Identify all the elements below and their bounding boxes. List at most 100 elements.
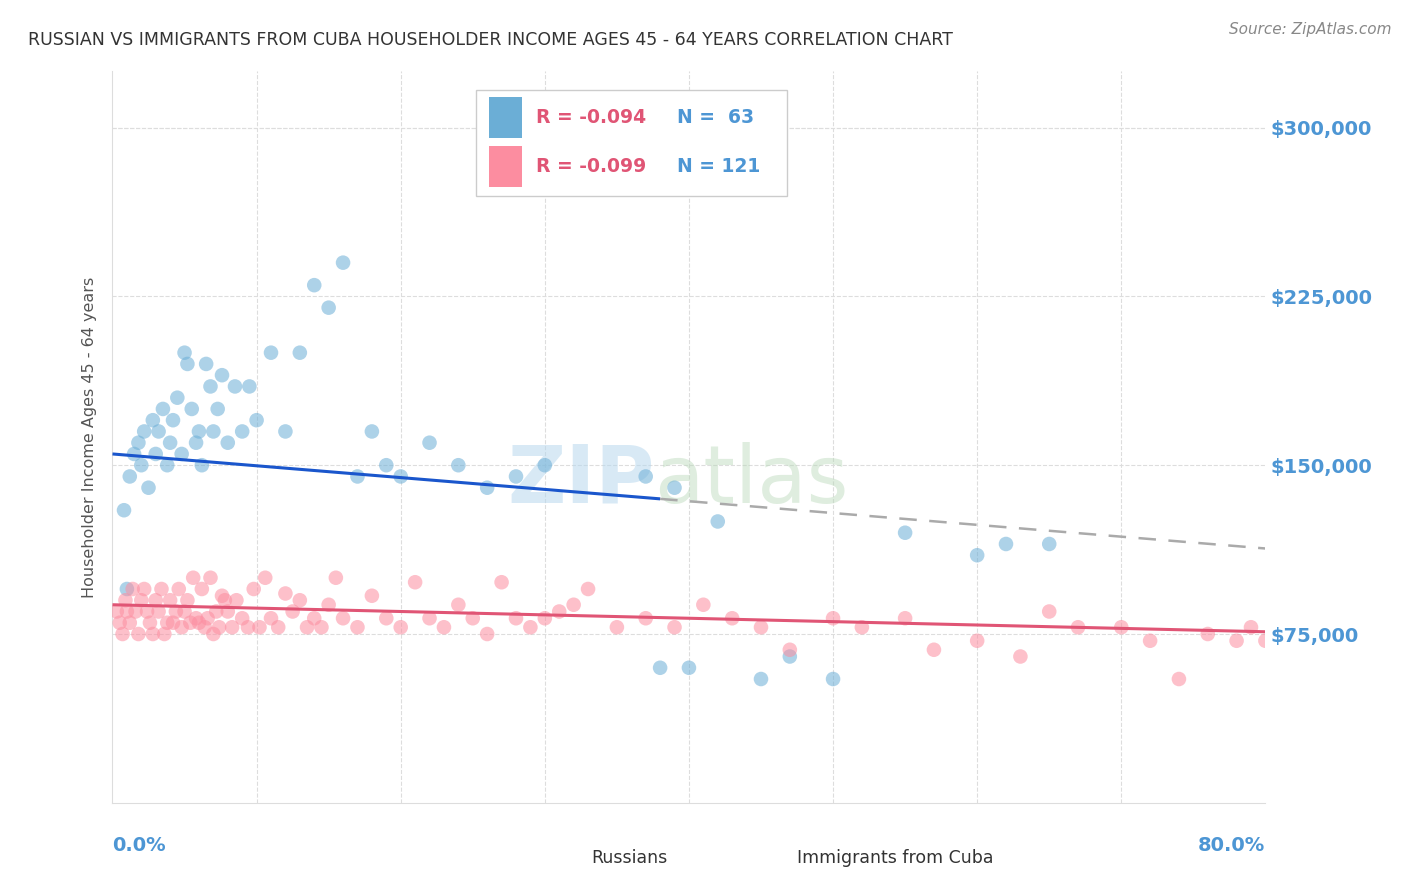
Point [195,357,218,371]
Point [404,575,426,590]
Point [534,458,557,473]
Point [634,611,657,625]
Point [254,571,277,585]
Bar [489,97,522,137]
Point [249,620,271,634]
Point [162,413,184,427]
Point [288,345,311,359]
Point [779,649,801,664]
Point [288,593,311,607]
Point [179,615,201,630]
Point [721,611,744,625]
Point [165,605,187,619]
Point [995,537,1018,551]
Point [145,447,167,461]
Point [191,582,214,596]
Point [138,481,160,495]
Point [148,425,170,439]
Point [1197,627,1219,641]
Point [205,605,228,619]
Text: ZIP: ZIP [508,442,654,520]
Point [295,620,318,634]
Point [620,154,643,169]
Point [166,391,188,405]
Point [129,593,153,607]
Point [217,605,239,619]
Point [1284,627,1306,641]
Point [779,642,801,657]
Point [156,458,179,473]
Point [318,598,340,612]
Point [304,278,326,293]
Point [477,481,499,495]
Point [634,469,657,483]
Point [211,589,233,603]
Point [534,611,557,625]
Point [118,469,141,483]
Point [749,672,772,686]
Point [477,627,499,641]
Point [211,368,233,383]
Point [267,620,290,634]
Point [894,525,917,540]
Point [170,620,193,634]
Point [678,661,700,675]
Point [447,598,470,612]
Point [664,481,686,495]
Point [1254,633,1277,648]
Point [821,611,844,625]
Point [1111,620,1133,634]
Point [325,571,347,585]
Bar [489,146,522,186]
Point [200,379,222,393]
Point [105,605,128,619]
Point [519,620,541,634]
Point [922,642,945,657]
Text: RUSSIAN VS IMMIGRANTS FROM CUBA HOUSEHOLDER INCOME AGES 45 - 64 YEARS CORRELATIO: RUSSIAN VS IMMIGRANTS FROM CUBA HOUSEHOL… [28,31,953,49]
Point [346,469,368,483]
Point [208,620,231,634]
Point [1038,537,1060,551]
Text: 0.0%: 0.0% [112,836,166,855]
Point [214,593,236,607]
Point [692,598,714,612]
Point [491,575,513,590]
Text: Immigrants from Cuba: Immigrants from Cuba [797,848,994,867]
Point [242,582,264,596]
Point [167,582,190,596]
Point [419,611,441,625]
Text: R = -0.094: R = -0.094 [536,108,645,127]
Point [221,620,243,634]
Point [966,548,988,562]
Point [562,598,585,612]
Point [548,605,571,619]
Point [173,605,195,619]
Point [592,154,614,169]
Point [281,605,304,619]
Point [217,435,239,450]
Point [176,593,198,607]
Point [260,345,283,359]
Point [134,425,156,439]
Point [821,672,844,686]
Point [180,401,202,416]
Point [184,611,207,625]
Text: 80.0%: 80.0% [1198,836,1265,855]
Point [260,611,283,625]
Point [145,593,167,607]
Point [122,447,145,461]
Point [346,620,368,634]
Text: atlas: atlas [654,442,849,520]
Point [115,582,138,596]
Text: N = 121: N = 121 [678,157,761,176]
Point [274,425,297,439]
Point [461,611,484,625]
Point [1010,649,1032,664]
Point [202,627,225,641]
Point [152,401,174,416]
Point [114,593,136,607]
Point [707,515,730,529]
Point [894,611,917,625]
Point [1384,627,1406,641]
Point [162,615,184,630]
